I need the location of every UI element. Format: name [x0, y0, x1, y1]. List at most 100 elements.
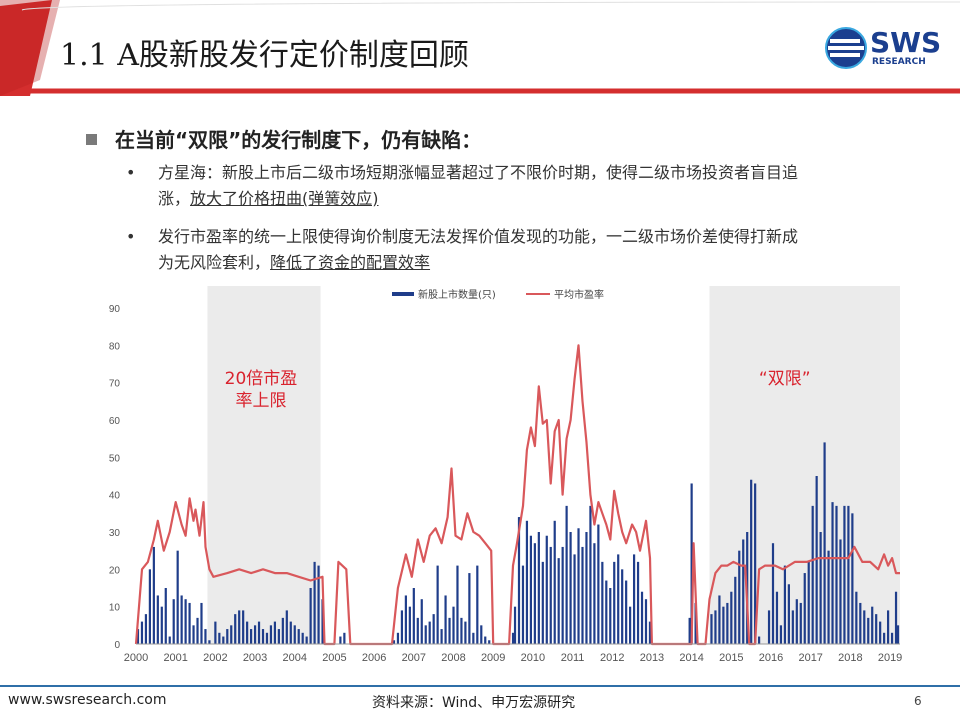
bullet-dot-icon: • — [126, 163, 136, 182]
footer-url[interactable]: www.swsresearch.com — [8, 692, 167, 708]
x-tick-label: 2009 — [481, 652, 505, 664]
ipo-bar — [738, 550, 741, 644]
ipo-bar — [317, 565, 320, 644]
ipo-bar — [791, 610, 794, 644]
ipo-bar — [896, 625, 900, 644]
ipo-bar — [537, 532, 540, 644]
ipo-bar — [767, 610, 771, 644]
y-tick-label: 30 — [109, 528, 121, 539]
x-tick-label: 2006 — [362, 652, 386, 664]
ipo-bar — [726, 602, 729, 644]
ipo-bar — [156, 595, 159, 644]
ipo-bar — [273, 621, 277, 644]
ipo-bar — [823, 442, 826, 644]
ipo-bar — [293, 625, 296, 644]
ipo-bar — [218, 632, 221, 644]
ipo-bar — [416, 617, 419, 644]
ipo-bar — [775, 591, 779, 644]
ipo-bar — [297, 629, 300, 644]
x-tick-label: 2016 — [759, 652, 783, 664]
ipo-bar — [799, 602, 802, 644]
ipo-bar — [204, 629, 207, 644]
ipo-bar — [875, 614, 878, 644]
ipo-bar — [460, 617, 463, 644]
ipo-bar — [859, 602, 862, 644]
ipo-bar — [196, 617, 199, 644]
y-tick-label: 80 — [109, 341, 121, 352]
ipo-bar — [734, 576, 737, 644]
ipo-bar — [144, 614, 148, 644]
y-tick-label: 0 — [114, 640, 120, 651]
ipo-bar — [541, 561, 544, 644]
ipo-bar — [168, 636, 171, 644]
ipo-bar — [648, 621, 652, 644]
ipo-bar — [464, 621, 467, 644]
logo-subtext: RESEARCH — [872, 57, 926, 67]
ipo-bar — [230, 625, 233, 644]
footer-divider — [0, 685, 960, 687]
x-tick-label: 2008 — [441, 652, 465, 664]
ipo-pe-chart: 0 10 20 30 40 50 60 70 80 90 2000 2001 2002 2003 2004… — [109, 286, 903, 664]
ipo-bar — [553, 520, 556, 644]
ipo-bar — [261, 629, 265, 644]
ipo-bar — [214, 621, 217, 644]
ipo-bar — [277, 629, 280, 644]
ipo-bar — [160, 606, 163, 644]
ipo-bar — [549, 546, 552, 644]
ipo-bar — [565, 505, 568, 644]
ipo-bar — [722, 606, 725, 644]
ipo-bar — [690, 483, 693, 644]
ipo-bar — [321, 599, 324, 644]
ipo-bar — [783, 565, 787, 644]
ipo-bar — [444, 595, 447, 644]
ipo-bar — [851, 513, 854, 644]
ipo-bar — [148, 569, 151, 644]
ipo-bar — [545, 535, 548, 644]
ipo-bar — [180, 595, 183, 644]
ipo-bar — [246, 621, 249, 644]
ipo-bar — [795, 599, 798, 644]
x-tick-label: 2013 — [640, 652, 664, 664]
ipo-bar — [855, 591, 858, 644]
ipo-bar — [468, 573, 471, 644]
bullet-emphasis: 放大了价格扭曲(弹簧效应) — [190, 189, 379, 208]
x-axis: 2000 2001 2002 2003 2004 2005 2006 2007 2008 2009… — [124, 652, 903, 664]
ipo-bar — [694, 602, 697, 644]
y-axis: 0 10 20 30 40 50 60 70 80 90 — [109, 304, 121, 651]
ipo-bar — [242, 610, 245, 644]
bullet-line: 发行市盈率的统一上限使得询价制度无法发挥价值发现的功能，一二级市场价差使得打新成 — [158, 227, 799, 246]
square-bullet-icon — [86, 134, 97, 145]
ipo-bar — [807, 561, 810, 644]
legend-label: 平均市盈率 — [554, 288, 604, 301]
ipo-bar — [488, 640, 491, 644]
logo-text: SWS — [870, 26, 942, 59]
ipo-bar — [265, 632, 269, 644]
ipo-bar — [894, 591, 898, 644]
ipo-bar — [400, 610, 404, 644]
ipo-bar — [424, 625, 427, 644]
ipo-bar — [569, 532, 572, 644]
ipo-bar — [525, 520, 529, 644]
ipo-bar — [339, 636, 342, 644]
ipo-bar — [811, 505, 814, 644]
ipo-bar — [589, 505, 592, 644]
ipo-bar — [412, 588, 415, 644]
x-tick-label: 2018 — [838, 652, 862, 664]
ipo-bar — [480, 625, 483, 644]
ipo-bar — [517, 517, 521, 644]
ipo-bar — [621, 569, 624, 644]
x-tick-label: 2010 — [521, 652, 545, 664]
ipo-bar — [440, 629, 443, 644]
ipo-bar — [819, 532, 822, 644]
ipo-bar — [436, 565, 439, 644]
ipo-bar — [581, 546, 584, 644]
ipo-bar — [452, 606, 455, 644]
y-tick-label: 20 — [109, 565, 121, 576]
ipo-bar — [585, 532, 588, 644]
ipo-bar — [577, 528, 580, 644]
ipo-bar — [839, 539, 842, 644]
page-number: 6 — [914, 694, 922, 708]
x-tick-label: 2015 — [719, 652, 743, 664]
ipo-bar — [420, 599, 423, 644]
